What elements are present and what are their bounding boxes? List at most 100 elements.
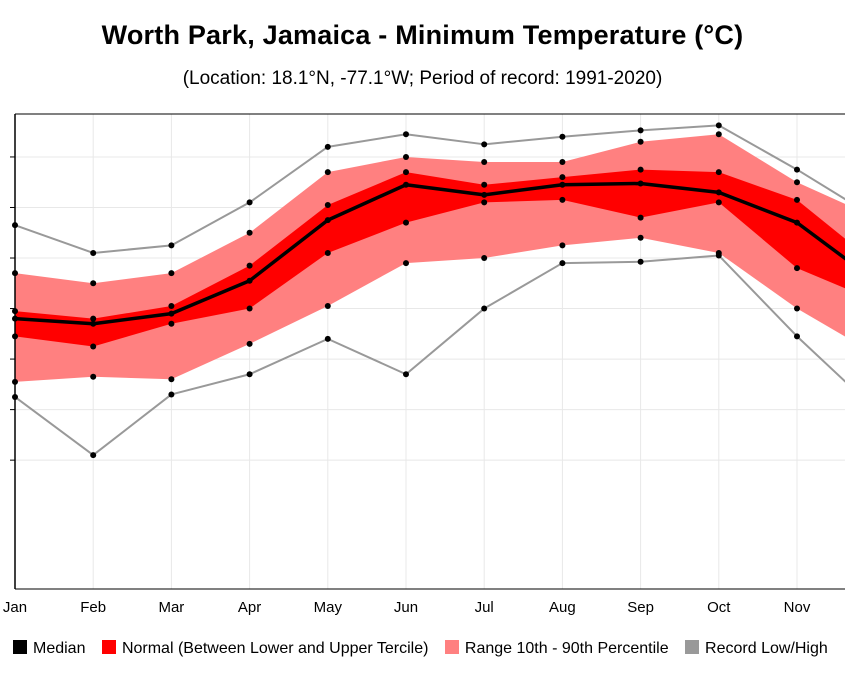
point-record_high xyxy=(481,141,488,148)
legend: Median Normal (Between Lower and Upper T… xyxy=(13,640,840,658)
point-upper_tercile xyxy=(324,201,331,208)
legend-item-record: Record Low/High xyxy=(685,640,828,658)
point-median xyxy=(637,180,644,187)
point-record_high xyxy=(403,131,409,138)
x-tick-label: Jan xyxy=(3,599,27,616)
point-p10 xyxy=(168,376,175,383)
point-record_high xyxy=(559,133,566,140)
x-tick-label: Mar xyxy=(158,599,184,616)
point-p10 xyxy=(324,303,331,310)
x-tick-label: Apr xyxy=(238,599,261,616)
point-p10 xyxy=(794,305,800,312)
bands xyxy=(15,134,845,382)
point-p10 xyxy=(559,242,566,249)
legend-swatch-range xyxy=(444,640,459,654)
legend-label-median: Median xyxy=(33,640,86,657)
x-tick-label: Jul xyxy=(475,599,494,616)
point-p90 xyxy=(481,159,488,166)
line-median xyxy=(14,181,845,326)
point-record_high xyxy=(715,122,722,129)
point-upper_tercile xyxy=(168,303,175,310)
point-p10 xyxy=(637,234,644,241)
point-p90 xyxy=(90,280,97,287)
point-lower_tercile xyxy=(794,265,800,272)
point-record_low xyxy=(715,252,722,259)
point-p10 xyxy=(90,373,97,380)
legend-label-range: Range 10th - 90th Percentile xyxy=(464,640,669,657)
point-median xyxy=(794,219,800,226)
point-lower_tercile xyxy=(481,199,488,206)
point-median xyxy=(481,191,488,198)
point-record_low xyxy=(481,305,488,312)
point-record_high xyxy=(168,242,175,249)
point-record_low xyxy=(637,258,644,265)
line-record-low xyxy=(14,254,845,457)
point-lower_tercile xyxy=(715,199,722,206)
point-record_high xyxy=(90,249,97,256)
series-lines xyxy=(14,124,845,457)
legend-swatch-record xyxy=(685,640,700,654)
band-normal-tercile xyxy=(15,169,845,347)
data-points xyxy=(12,122,800,459)
point-upper_tercile xyxy=(246,262,253,269)
point-p90 xyxy=(637,138,644,145)
point-median xyxy=(324,217,331,224)
x-tick-label: Jun xyxy=(394,599,418,616)
point-median xyxy=(403,181,409,188)
point-record_high xyxy=(637,127,644,134)
point-p90 xyxy=(168,270,175,277)
point-median xyxy=(90,320,97,327)
point-median xyxy=(559,181,566,188)
x-tick-label: Sep xyxy=(627,599,654,616)
point-lower_tercile xyxy=(90,343,97,350)
x-tick-label: Oct xyxy=(707,599,731,616)
point-lower_tercile xyxy=(559,196,566,203)
point-median xyxy=(715,189,722,196)
legend-label-record: Record Low/High xyxy=(705,640,828,657)
point-lower_tercile xyxy=(168,320,175,327)
point-upper_tercile xyxy=(794,196,800,203)
axes: JanFebMarAprMayJunJulAugSepOctNovDec xyxy=(3,113,845,616)
x-tick-label: Aug xyxy=(549,599,576,616)
legend-swatch-normal xyxy=(101,640,116,654)
legend-label-normal: Normal (Between Lower and Upper Tercile) xyxy=(121,640,429,657)
point-p90 xyxy=(794,179,800,186)
point-upper_tercile xyxy=(403,169,409,176)
point-p10 xyxy=(246,340,253,347)
point-upper_tercile xyxy=(559,174,566,181)
x-tick-label: Nov xyxy=(784,599,811,616)
point-record_high xyxy=(794,166,800,173)
legend-item-range: Range 10th - 90th Percentile xyxy=(444,640,669,658)
chart-subtitle: (Location: 18.1°N, -77.1°W; Period of re… xyxy=(182,68,663,89)
x-tick-label: May xyxy=(314,599,343,616)
point-record_low xyxy=(90,452,97,459)
point-record_high xyxy=(324,143,331,150)
chart-plot: JanFebMarAprMayJunJulAugSepOctNovDec xyxy=(3,113,845,616)
point-lower_tercile xyxy=(246,305,253,312)
point-record_low xyxy=(324,335,331,342)
point-median xyxy=(168,310,175,317)
point-upper_tercile xyxy=(637,166,644,173)
point-upper_tercile xyxy=(90,315,97,322)
point-p10 xyxy=(403,260,409,267)
point-record_low xyxy=(559,260,566,267)
point-record_low xyxy=(403,371,409,378)
x-tick-label: Feb xyxy=(80,599,106,616)
point-record_low xyxy=(794,333,800,340)
point-p90 xyxy=(403,153,409,160)
legend-swatch-median xyxy=(13,640,27,654)
legend-item-normal: Normal (Between Lower and Upper Tercile) xyxy=(101,640,429,658)
point-upper_tercile xyxy=(481,181,488,188)
point-record_low xyxy=(168,391,175,398)
point-lower_tercile xyxy=(324,249,331,256)
point-p90 xyxy=(559,159,566,166)
point-p10 xyxy=(481,255,488,262)
chart-title: Worth Park, Jamaica - Minimum Temperatur… xyxy=(101,20,744,50)
point-record_high xyxy=(246,199,253,206)
point-p90 xyxy=(246,229,253,236)
point-record_low xyxy=(246,371,253,378)
point-lower_tercile xyxy=(403,219,409,226)
point-median xyxy=(246,277,253,284)
point-lower_tercile xyxy=(637,214,644,221)
point-upper_tercile xyxy=(715,169,722,176)
